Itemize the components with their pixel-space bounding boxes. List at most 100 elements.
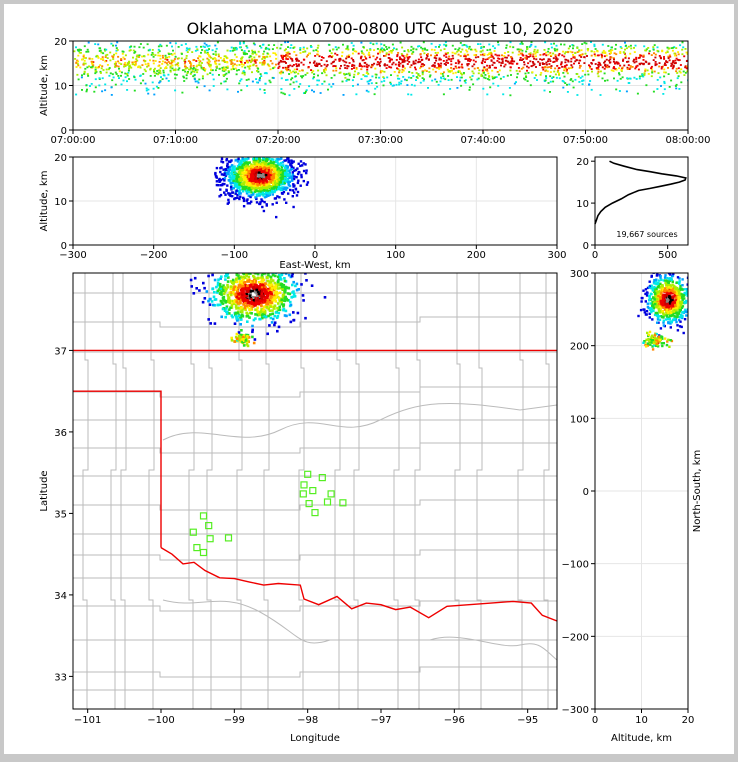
- density-cell: [215, 58, 217, 60]
- density-cell: [243, 295, 246, 298]
- density-cell: [551, 47, 553, 49]
- density-cell: [321, 83, 323, 85]
- density-cell: [513, 61, 515, 63]
- density-cell: [241, 66, 243, 68]
- density-cell: [145, 70, 147, 72]
- density-cell: [226, 158, 228, 160]
- density-cell: [257, 68, 259, 70]
- density-cell: [213, 53, 215, 55]
- density-cell: [444, 48, 446, 50]
- density-cell: [353, 67, 355, 69]
- density-cell: [366, 69, 368, 71]
- density-cell: [325, 69, 327, 71]
- altitude-tick-label: 20: [54, 37, 67, 48]
- density-cell: [609, 62, 611, 64]
- density-cell: [347, 45, 349, 47]
- density-cell: [252, 182, 254, 184]
- density-cell: [218, 74, 220, 76]
- density-cell: [678, 67, 680, 69]
- density-cell: [542, 62, 544, 64]
- density-cell: [619, 52, 621, 54]
- density-cell: [168, 56, 170, 58]
- density-cell: [432, 69, 434, 71]
- altitude-tick-label: 0: [61, 241, 67, 252]
- density-cell: [533, 58, 535, 60]
- density-cell: [563, 56, 565, 58]
- density-cell: [487, 54, 489, 56]
- density-cell: [118, 77, 120, 79]
- density-cell: [230, 182, 232, 184]
- density-cell: [601, 57, 603, 59]
- density-cell: [231, 170, 233, 172]
- density-cell: [254, 313, 257, 316]
- density-cell: [483, 46, 485, 48]
- density-cell: [253, 162, 255, 164]
- density-cell: [289, 185, 291, 187]
- density-cell: [548, 82, 550, 84]
- density-cell: [483, 66, 485, 68]
- density-cell: [414, 67, 416, 69]
- density-cell: [451, 70, 453, 72]
- density-cell: [453, 68, 455, 70]
- density-cell: [281, 175, 283, 177]
- density-cell: [225, 300, 228, 303]
- density-cell: [655, 54, 657, 56]
- density-cell: [560, 44, 562, 46]
- density-cell: [187, 51, 189, 53]
- density-cell: [480, 54, 482, 56]
- density-cell: [297, 73, 299, 75]
- density-cell: [434, 79, 436, 81]
- density-cell: [245, 273, 248, 276]
- density-cell: [218, 60, 220, 62]
- density-cell: [570, 64, 572, 66]
- density-cell: [172, 50, 174, 52]
- density-cell: [271, 287, 274, 290]
- density-cell: [178, 67, 180, 69]
- density-cell: [284, 177, 286, 179]
- density-cell: [155, 60, 157, 62]
- density-cell: [219, 167, 221, 169]
- density-cell: [643, 55, 645, 57]
- density-cell: [269, 305, 272, 308]
- density-cell: [622, 59, 624, 61]
- density-cell: [443, 60, 445, 62]
- density-cell: [273, 306, 276, 309]
- density-cell: [500, 65, 502, 67]
- density-cell: [482, 60, 484, 62]
- density-cell: [207, 46, 209, 48]
- density-cell: [440, 49, 442, 51]
- density-cell: [289, 83, 291, 85]
- density-cell: [298, 64, 300, 66]
- density-cell: [422, 72, 424, 74]
- density-cell: [238, 171, 240, 173]
- density-cell: [383, 44, 385, 46]
- density-cell: [161, 63, 163, 65]
- density-cell: [204, 85, 206, 87]
- density-cell: [243, 205, 245, 207]
- density-cell: [259, 193, 261, 195]
- density-cell: [246, 183, 248, 185]
- density-cell: [295, 188, 297, 190]
- density-cell: [675, 70, 677, 72]
- density-cell: [604, 73, 606, 75]
- density-cell: [512, 63, 514, 65]
- density-cell: [200, 52, 202, 54]
- density-cell: [171, 60, 173, 62]
- density-cell: [270, 169, 272, 171]
- density-cell: [482, 50, 484, 52]
- density-cell: [378, 77, 380, 79]
- density-cell: [257, 277, 260, 280]
- density-cell: [633, 59, 635, 61]
- density-cell: [548, 54, 550, 56]
- density-cell: [381, 70, 383, 72]
- density-cell: [118, 68, 120, 70]
- density-cell: [239, 189, 241, 191]
- density-cell: [264, 178, 266, 180]
- density-cell: [259, 62, 261, 64]
- density-cell: [231, 339, 234, 342]
- density-cell: [124, 62, 126, 64]
- density-cell: [261, 64, 263, 66]
- density-cell: [275, 311, 278, 314]
- density-cell: [96, 55, 98, 57]
- density-cell: [258, 314, 261, 317]
